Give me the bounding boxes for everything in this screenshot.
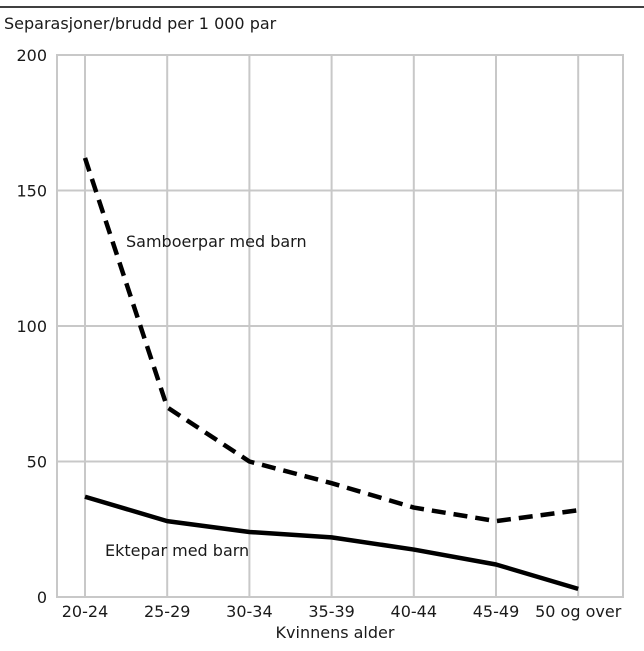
y-tick-label: 0 [37,588,47,607]
y-tick-label: 200 [16,46,47,65]
series-lines [82,157,579,592]
x-tick-labels: 20-24 25-29 30-34 35-39 40-44 45-49 50 og over [62,602,622,621]
y-tick-label: 100 [16,317,47,336]
x-tick-label: 20-24 [62,602,109,621]
x-axis-title: Kvinnens alder [276,623,395,642]
x-tick-label: 40-44 [391,602,438,621]
y-tick-label: 150 [16,182,47,201]
series-label-samboerpar: Samboerpar med barn [126,232,307,251]
y-tick-labels: 0 50 100 150 200 [16,46,47,607]
x-tick-label: 35-39 [308,602,355,621]
x-tick-label: 30-34 [226,602,273,621]
y-tick-label: 50 [27,453,47,472]
x-tick-label: 45-49 [473,602,520,621]
series-label-ektepar: Ektepar med barn [105,541,249,560]
y-axis-title: Separasjoner/brudd per 1 000 par [4,14,277,33]
x-tick-label: 50 og over [535,602,622,621]
gridlines [56,54,624,598]
x-tick-label: 25-29 [144,602,191,621]
